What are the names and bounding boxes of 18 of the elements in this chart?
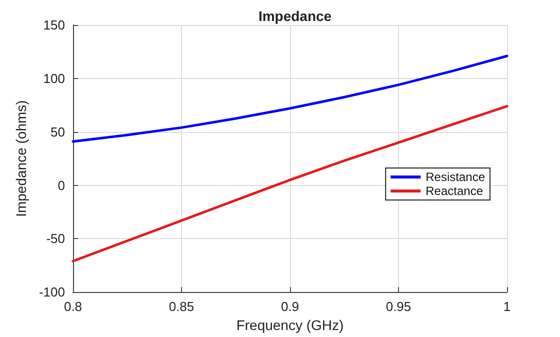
chart-title: Impedance [258, 8, 332, 24]
y-tick-label: 100 [43, 70, 65, 86]
line-series [72, 104, 508, 262]
y-tick-label: 150 [43, 18, 65, 32]
y-tick-label: -100 [38, 284, 65, 300]
x-tick-label: 0.9 [280, 299, 300, 314]
x-tick-label: 0.8 [64, 299, 82, 314]
x-axis-title: Frequency (GHz) [236, 317, 344, 333]
y-tick-label: 0 [58, 178, 65, 193]
x-tick-label: 0.85 [168, 299, 194, 314]
line-series [72, 54, 508, 143]
y-tick-label: 50 [50, 124, 65, 140]
y-axis-title: Impedance (ohms) [13, 100, 30, 217]
x-tick-label: 1 [503, 299, 511, 314]
y-tick-label: -50 [46, 231, 65, 246]
legend-label: Resistance [426, 170, 486, 184]
legend-label: Reactance [426, 184, 484, 198]
x-tick-label: 0.95 [386, 299, 412, 314]
